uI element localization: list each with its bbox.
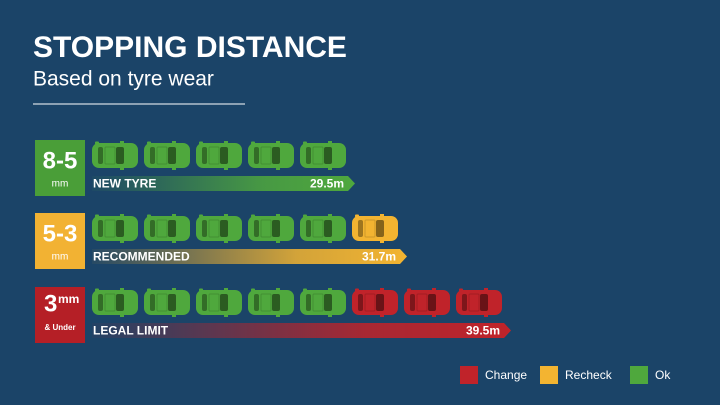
legend-label: Ok: [655, 368, 671, 382]
category-label: RECOMMENDED: [93, 250, 190, 264]
car-group: [352, 288, 502, 317]
badge-label: 3: [44, 290, 57, 317]
legend-swatch: [630, 366, 648, 384]
distance-bar: [92, 249, 407, 264]
distance-bar: [92, 323, 511, 338]
value-label: 39.5m: [466, 324, 500, 338]
car-group: [92, 214, 346, 243]
value-label: 29.5m: [310, 177, 344, 191]
legend-label: Recheck: [565, 368, 613, 382]
badge-unit: mm: [52, 252, 69, 263]
badge: [35, 287, 85, 343]
badge: [35, 140, 85, 196]
chart-title: STOPPING DISTANCE: [33, 31, 347, 64]
car-group: [352, 214, 398, 243]
distance-bar: [92, 176, 355, 191]
legend-label: Change: [485, 368, 527, 382]
car-group: [92, 288, 346, 317]
value-label: 31.7m: [362, 250, 396, 264]
badge: [35, 213, 85, 269]
car-group: [92, 141, 346, 170]
badge-label: 8-5: [43, 147, 78, 174]
category-label: LEGAL LIMIT: [93, 324, 169, 338]
badge-note: & Under: [44, 323, 75, 332]
category-label: NEW TYRE: [93, 177, 156, 191]
legend-swatch: [540, 366, 558, 384]
legend-swatch: [460, 366, 478, 384]
badge-unit: mm: [52, 179, 69, 190]
badge-label: 5-3: [43, 220, 78, 247]
badge-unit: mm: [58, 292, 79, 306]
chart-subtitle: Based on tyre wear: [33, 68, 214, 91]
